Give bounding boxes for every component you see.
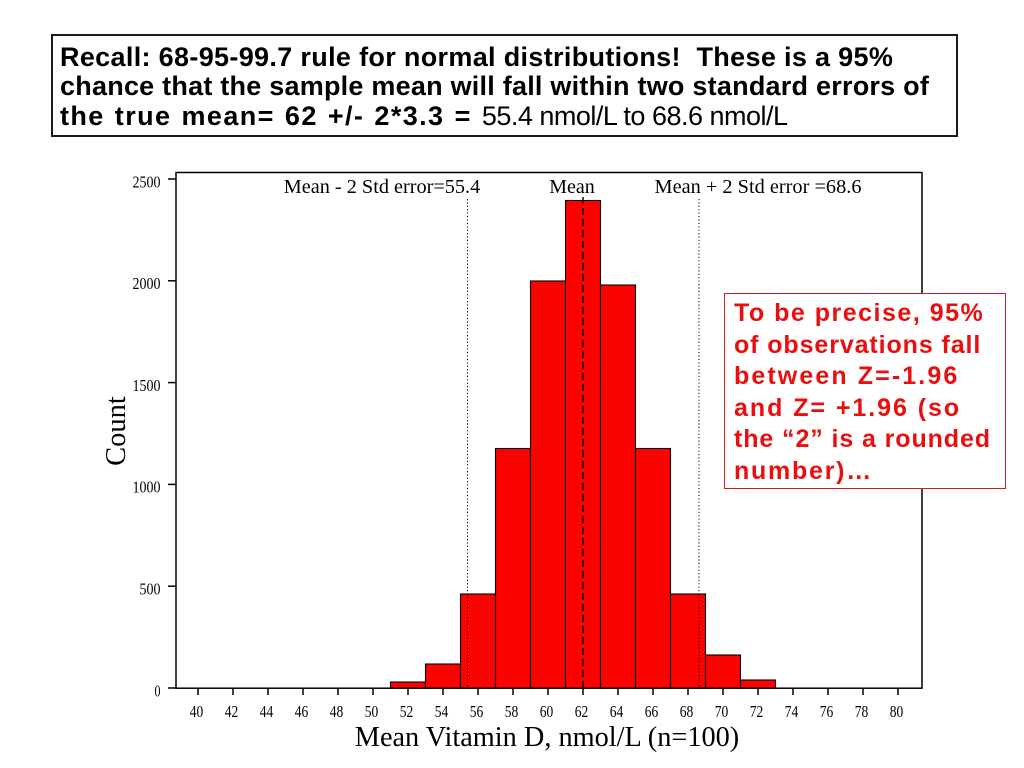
- svg-text:0: 0: [155, 681, 161, 700]
- svg-text:500: 500: [140, 580, 161, 599]
- svg-text:46: 46: [295, 702, 309, 721]
- svg-text:Count: Count: [101, 396, 132, 466]
- svg-text:Mean Vitamin D, nmol/L (n=100): Mean Vitamin D, nmol/L (n=100): [355, 722, 739, 753]
- svg-text:2500: 2500: [133, 172, 161, 191]
- svg-text:Mean - 2 Std error=55.4: Mean - 2 Std error=55.4: [284, 176, 481, 198]
- svg-text:44: 44: [260, 702, 274, 721]
- svg-text:54: 54: [435, 702, 449, 721]
- svg-text:80: 80: [890, 702, 904, 721]
- svg-text:60: 60: [540, 702, 554, 721]
- svg-text:1500: 1500: [133, 376, 161, 395]
- svg-text:40: 40: [190, 702, 204, 721]
- svg-text:74: 74: [785, 702, 799, 721]
- svg-text:2000: 2000: [133, 274, 161, 293]
- svg-text:52: 52: [400, 702, 414, 721]
- svg-text:1000: 1000: [133, 478, 161, 497]
- svg-text:68: 68: [680, 702, 694, 721]
- svg-text:64: 64: [610, 702, 624, 721]
- svg-text:58: 58: [505, 702, 519, 721]
- svg-text:70: 70: [715, 702, 729, 721]
- svg-text:50: 50: [365, 702, 379, 721]
- svg-text:72: 72: [750, 702, 764, 721]
- svg-text:Mean: Mean: [549, 176, 595, 198]
- svg-text:48: 48: [330, 702, 344, 721]
- svg-text:Mean + 2 Std error =68.6: Mean + 2 Std error =68.6: [655, 176, 862, 198]
- svg-text:56: 56: [470, 702, 484, 721]
- svg-text:76: 76: [820, 702, 834, 721]
- svg-text:66: 66: [645, 702, 659, 721]
- svg-text:62: 62: [575, 702, 589, 721]
- svg-text:42: 42: [225, 702, 239, 721]
- svg-text:78: 78: [855, 702, 869, 721]
